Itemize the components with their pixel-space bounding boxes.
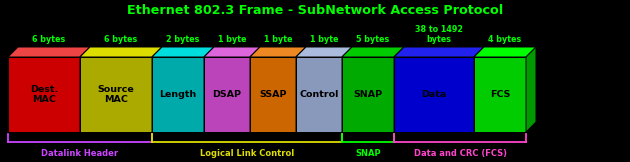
Polygon shape [80,47,162,57]
Text: SSAP: SSAP [260,90,287,99]
Text: SNAP: SNAP [355,149,381,158]
Text: 38 to 1492
bytes: 38 to 1492 bytes [415,25,463,44]
Text: Dest.
MAC: Dest. MAC [30,85,58,104]
Text: 1 byte: 1 byte [264,35,292,44]
Polygon shape [250,47,260,132]
Text: 5 bytes: 5 bytes [357,35,389,44]
Polygon shape [474,57,526,132]
Polygon shape [394,47,484,57]
Text: 6 bytes: 6 bytes [32,35,66,44]
Text: FCS: FCS [490,90,510,99]
Polygon shape [250,47,306,57]
Text: Logical Link Control: Logical Link Control [200,149,294,158]
Polygon shape [250,57,296,132]
Polygon shape [296,47,306,132]
Text: Ethernet 802.3 Frame - SubNetwork Access Protocol: Ethernet 802.3 Frame - SubNetwork Access… [127,4,503,17]
Polygon shape [342,57,394,132]
Polygon shape [394,57,474,132]
Text: 6 bytes: 6 bytes [105,35,137,44]
Polygon shape [474,47,536,57]
Text: 1 byte: 1 byte [310,35,338,44]
Text: DSAP: DSAP [212,90,241,99]
Polygon shape [204,57,250,132]
Polygon shape [342,47,404,57]
Text: 4 bytes: 4 bytes [488,35,522,44]
Text: Data: Data [421,90,447,99]
Polygon shape [152,57,204,132]
Text: Datalink Header: Datalink Header [42,149,118,158]
Text: Source
MAC: Source MAC [98,85,134,104]
Text: Control: Control [299,90,339,99]
Polygon shape [8,47,90,57]
Polygon shape [296,57,342,132]
Polygon shape [152,47,162,132]
Polygon shape [394,47,404,132]
Polygon shape [526,47,536,132]
Text: SNAP: SNAP [353,90,382,99]
Polygon shape [296,47,352,57]
Polygon shape [80,47,90,132]
Polygon shape [342,47,352,132]
Text: Data and CRC (FCS): Data and CRC (FCS) [413,149,507,158]
Polygon shape [204,47,214,132]
Polygon shape [152,47,214,57]
Text: 1 byte: 1 byte [218,35,246,44]
Polygon shape [474,47,484,132]
Polygon shape [80,57,152,132]
Text: Length: Length [159,90,197,99]
Polygon shape [204,47,260,57]
Text: 2 bytes: 2 bytes [166,35,200,44]
Polygon shape [8,57,80,132]
